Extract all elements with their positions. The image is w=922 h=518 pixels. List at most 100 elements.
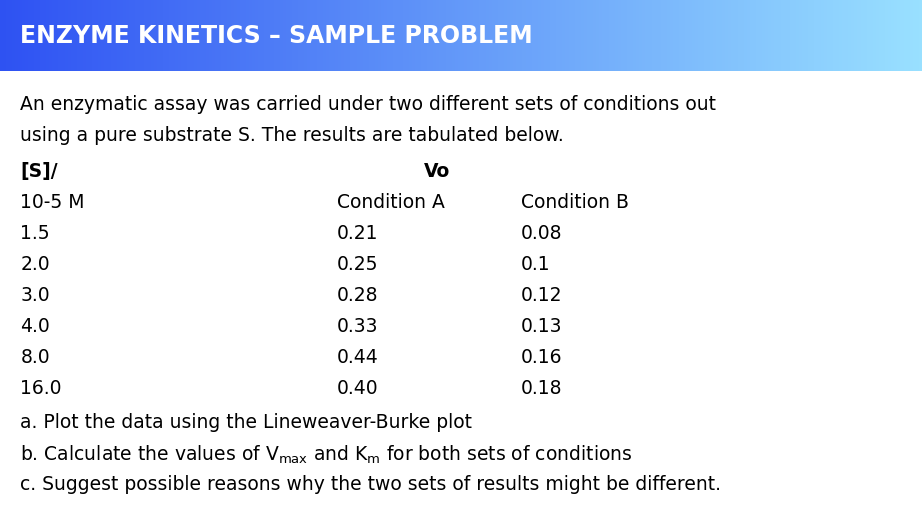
Bar <box>657 0 662 71</box>
Bar <box>394 0 397 71</box>
Bar <box>569 0 573 71</box>
Text: 2.0: 2.0 <box>20 255 50 274</box>
Bar <box>360 0 363 71</box>
Bar <box>735 0 739 71</box>
Bar <box>43 0 47 71</box>
Bar <box>136 0 139 71</box>
Bar <box>805 0 810 71</box>
Bar <box>645 0 649 71</box>
Bar <box>777 0 782 71</box>
Text: Condition A: Condition A <box>337 193 444 212</box>
Bar <box>53 0 56 71</box>
Bar <box>765 0 769 71</box>
Bar <box>138 0 142 71</box>
Bar <box>209 0 213 71</box>
Bar <box>464 0 468 71</box>
Bar <box>421 0 425 71</box>
Bar <box>636 0 640 71</box>
Bar <box>848 0 852 71</box>
Bar <box>148 0 151 71</box>
Text: 0.40: 0.40 <box>337 379 378 398</box>
Bar <box>845 0 849 71</box>
Bar <box>80 0 84 71</box>
Bar <box>685 0 690 71</box>
Bar <box>904 0 907 71</box>
Bar <box>0 0 4 71</box>
Bar <box>698 0 702 71</box>
Bar <box>3 0 7 71</box>
Text: a. Plot the data using the Lineweaver-Burke plot: a. Plot the data using the Lineweaver-Bu… <box>20 413 472 432</box>
Bar <box>184 0 188 71</box>
Text: 8.0: 8.0 <box>20 348 50 367</box>
Bar <box>507 0 511 71</box>
Bar <box>560 0 563 71</box>
Bar <box>381 0 385 71</box>
Bar <box>160 0 164 71</box>
Bar <box>501 0 505 71</box>
Bar <box>169 0 173 71</box>
Bar <box>821 0 824 71</box>
Bar <box>267 0 271 71</box>
Bar <box>58 0 63 71</box>
Bar <box>25 0 29 71</box>
Bar <box>772 0 775 71</box>
Text: 0.18: 0.18 <box>521 379 562 398</box>
Bar <box>731 0 736 71</box>
Bar <box>790 0 794 71</box>
Bar <box>781 0 785 71</box>
Bar <box>221 0 225 71</box>
Bar <box>258 0 262 71</box>
Bar <box>399 0 404 71</box>
Text: 0.12: 0.12 <box>521 286 562 305</box>
Bar <box>111 0 114 71</box>
Bar <box>514 0 517 71</box>
Bar <box>750 0 754 71</box>
Bar <box>655 0 658 71</box>
Bar <box>9 0 13 71</box>
Bar <box>833 0 837 71</box>
Bar <box>495 0 499 71</box>
Bar <box>55 0 59 71</box>
Bar <box>123 0 127 71</box>
Bar <box>348 0 351 71</box>
Bar <box>163 0 167 71</box>
Bar <box>452 0 455 71</box>
Bar <box>809 0 812 71</box>
Bar <box>473 0 478 71</box>
Bar <box>344 0 349 71</box>
Bar <box>261 0 266 71</box>
Text: 16.0: 16.0 <box>20 379 62 398</box>
Bar <box>689 0 692 71</box>
Text: Condition B: Condition B <box>521 193 629 212</box>
Bar <box>427 0 431 71</box>
Bar <box>667 0 671 71</box>
Bar <box>237 0 241 71</box>
Text: using a pure substrate S. The results are tabulated below.: using a pure substrate S. The results ar… <box>20 126 564 145</box>
Bar <box>590 0 594 71</box>
Bar <box>867 0 870 71</box>
Bar <box>836 0 840 71</box>
Bar <box>366 0 370 71</box>
Bar <box>516 0 520 71</box>
Bar <box>246 0 250 71</box>
Bar <box>467 0 471 71</box>
Bar <box>851 0 856 71</box>
Bar <box>304 0 308 71</box>
Bar <box>316 0 321 71</box>
Bar <box>793 0 797 71</box>
Bar <box>744 0 748 71</box>
Bar <box>67 0 72 71</box>
Bar <box>823 0 828 71</box>
Bar <box>320 0 324 71</box>
Bar <box>701 0 704 71</box>
Bar <box>482 0 487 71</box>
Bar <box>49 0 53 71</box>
Bar <box>65 0 68 71</box>
Bar <box>550 0 554 71</box>
Bar <box>722 0 727 71</box>
Bar <box>528 0 533 71</box>
Bar <box>615 0 619 71</box>
Bar <box>461 0 465 71</box>
Bar <box>541 0 545 71</box>
Bar <box>477 0 480 71</box>
